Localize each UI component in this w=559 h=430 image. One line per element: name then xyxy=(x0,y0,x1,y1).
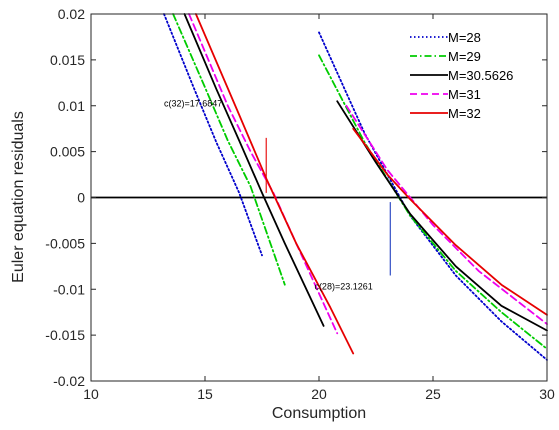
y-tick-label: -0.005 xyxy=(45,235,85,251)
legend-entry-4: M=32 xyxy=(448,106,481,121)
legend-entry-2: M=30.5626 xyxy=(448,68,513,83)
x-axis-title: Consumption xyxy=(272,405,366,422)
x-tick-label: 15 xyxy=(197,386,213,402)
x-tick-label: 25 xyxy=(425,386,441,402)
series-line-1-segment-1 xyxy=(318,54,548,350)
series-line-4-segment-0 xyxy=(194,13,355,355)
legend-entry-1: M=29 xyxy=(448,49,481,64)
series-line-2-segment-0 xyxy=(183,13,325,327)
legend-entry-0: M=28 xyxy=(448,30,481,45)
annotation-label-1: c(28)=23.1261 xyxy=(314,281,372,291)
legend: M=28 M=29 M=30.5626 M=31 M=32 xyxy=(410,30,513,121)
x-tick-label: 20 xyxy=(311,386,327,402)
series-line-2-segment-1 xyxy=(336,100,548,332)
annotation-label-0: c(32)=17.6847 xyxy=(164,99,222,109)
series-line-0-segment-0 xyxy=(163,13,263,257)
y-tick-label: -0.02 xyxy=(53,373,85,389)
series-line-4-segment-1 xyxy=(352,127,548,316)
y-axis-title: Euler equation residuals xyxy=(10,111,27,283)
series-line-3-segment-1 xyxy=(345,104,548,326)
y-tick-label: 0.02 xyxy=(58,6,85,22)
y-tick-label: -0.015 xyxy=(45,327,85,343)
series-line-0-segment-1 xyxy=(318,31,548,361)
y-tick-label: 0 xyxy=(77,190,85,206)
x-tick-label: 10 xyxy=(83,386,99,402)
series-line-1-segment-0 xyxy=(172,13,286,286)
series-line-3-segment-0 xyxy=(188,13,339,335)
y-tick-label: 0.015 xyxy=(50,52,85,68)
legend-entry-3: M=31 xyxy=(448,87,481,102)
x-tick-label: 30 xyxy=(539,386,555,402)
series-layer xyxy=(163,13,548,361)
y-tick-label: -0.01 xyxy=(53,281,85,297)
y-tick-label: 0.01 xyxy=(58,98,85,114)
y-tick-label: 0.005 xyxy=(50,144,85,160)
axes-layer: 10 15 20 25 30 -0.02 -0.015 -0.01 -0.005 0 0.005 0.… xyxy=(45,6,555,402)
annotation-layer: c(32)=17.6847 c(28)=23.1261 xyxy=(164,99,391,291)
